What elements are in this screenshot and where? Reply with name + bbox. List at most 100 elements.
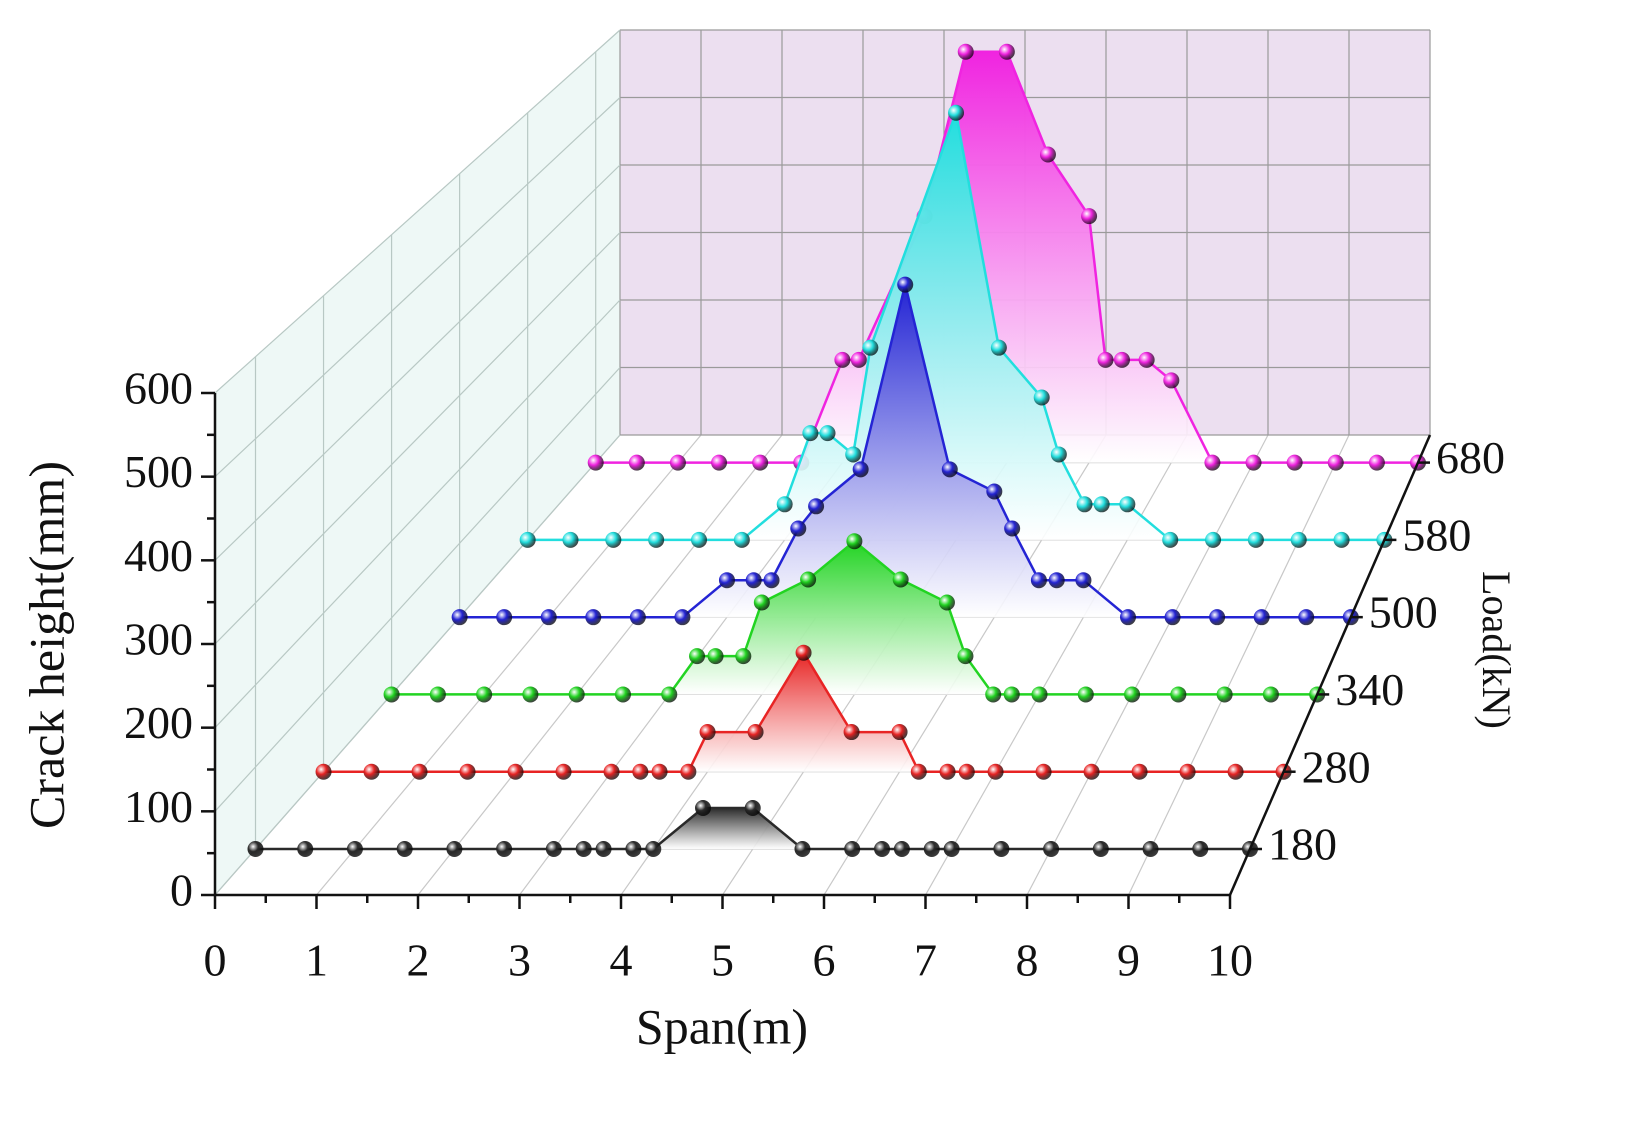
y-tick-label: 500	[124, 446, 193, 497]
marker	[1192, 841, 1209, 857]
marker	[1138, 351, 1155, 368]
marker	[941, 461, 958, 478]
marker	[648, 531, 665, 548]
marker	[1043, 841, 1060, 857]
marker	[938, 594, 955, 611]
left-wall	[215, 30, 620, 895]
marker	[1033, 389, 1050, 406]
y-tick-label: 300	[124, 614, 193, 665]
grid-line	[1127, 434, 1350, 896]
marker	[396, 841, 413, 857]
marker	[1253, 609, 1270, 626]
marker	[862, 339, 879, 356]
marker	[585, 609, 602, 626]
grid-line	[316, 434, 702, 896]
z-tick-label: 280	[1302, 741, 1371, 792]
marker	[957, 648, 974, 665]
marker	[718, 572, 735, 589]
grid-line	[214, 299, 621, 729]
marker	[1142, 841, 1159, 857]
grid-line	[214, 367, 621, 812]
marker	[587, 454, 604, 471]
x-tick-label: 7	[914, 935, 937, 986]
marker	[603, 763, 620, 780]
marker	[1262, 686, 1279, 703]
marker	[1290, 531, 1307, 548]
marker	[629, 609, 646, 626]
z-tick-label: 340	[1335, 664, 1404, 715]
x-tick-label: 1	[305, 935, 328, 986]
marker	[680, 763, 697, 780]
marker	[910, 763, 927, 780]
marker	[1048, 572, 1065, 589]
marker	[595, 841, 612, 857]
z-tick-label: 500	[1369, 587, 1438, 638]
marker	[651, 763, 668, 780]
grid-line	[417, 434, 783, 896]
marker	[753, 594, 770, 611]
marker	[1170, 686, 1187, 703]
y-tick-label: 400	[124, 530, 193, 581]
marker	[1092, 841, 1109, 857]
x-tick-label: 3	[508, 935, 531, 986]
marker	[411, 763, 428, 780]
marker	[1076, 496, 1093, 513]
marker	[948, 104, 965, 121]
z-axis-label: Load(kN)	[1474, 571, 1519, 729]
marker	[1333, 531, 1350, 548]
marker	[745, 572, 762, 589]
y-tick-label: 0	[170, 865, 193, 916]
x-tick-label: 6	[813, 935, 836, 986]
marker	[958, 763, 975, 780]
marker	[1163, 372, 1180, 389]
marker	[695, 799, 712, 816]
marker	[1050, 446, 1067, 463]
marker	[800, 571, 817, 588]
marker	[1097, 351, 1114, 368]
x-tick-label: 5	[711, 935, 734, 986]
marker	[943, 841, 960, 857]
marker	[540, 609, 557, 626]
z-tick-label: 680	[1436, 432, 1505, 483]
marker	[1075, 572, 1092, 589]
grid-line	[214, 434, 621, 896]
marker	[562, 531, 579, 548]
marker	[852, 461, 869, 478]
marker	[383, 686, 400, 703]
marker	[985, 686, 1002, 703]
area	[255, 808, 1250, 849]
marker	[691, 531, 708, 548]
marker	[699, 724, 716, 741]
marker	[1120, 609, 1137, 626]
marker	[794, 841, 811, 857]
x-tick-label: 0	[204, 935, 227, 986]
grid-line	[214, 97, 621, 478]
marker	[1035, 763, 1052, 780]
marker	[476, 686, 493, 703]
marker	[674, 609, 691, 626]
marker	[1227, 763, 1244, 780]
marker	[1205, 531, 1222, 548]
marker	[1216, 686, 1233, 703]
area	[323, 652, 1284, 772]
marker	[1209, 609, 1226, 626]
marker	[1124, 686, 1141, 703]
marker	[519, 531, 536, 548]
marker	[496, 841, 513, 857]
area	[459, 284, 1351, 618]
marker	[1119, 496, 1136, 513]
marker	[747, 724, 764, 741]
marker	[891, 724, 908, 741]
marker	[1039, 146, 1056, 163]
y-tick-label: 600	[124, 363, 193, 414]
x-tick-label: 9	[1117, 935, 1140, 986]
marker	[555, 763, 572, 780]
marker	[1003, 686, 1020, 703]
marker	[808, 498, 825, 515]
marker	[575, 841, 592, 857]
marker	[892, 571, 909, 588]
marker	[1131, 763, 1148, 780]
marker	[451, 609, 468, 626]
marker	[1247, 531, 1264, 548]
marker	[568, 686, 585, 703]
